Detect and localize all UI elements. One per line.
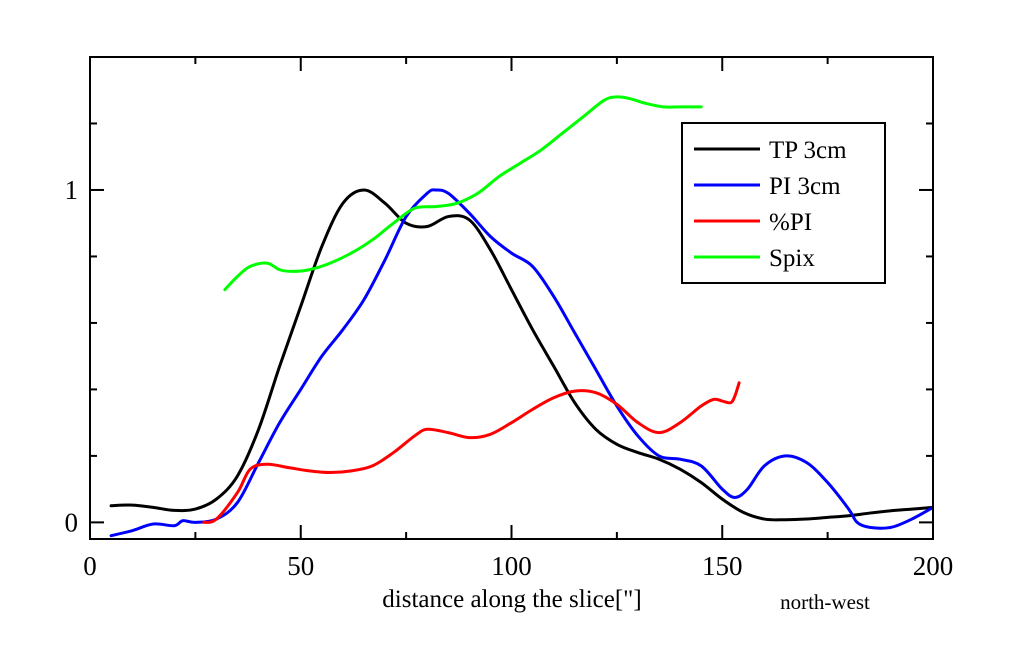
series-line-tp-3cm (109, 188, 933, 522)
series-line-pi (202, 381, 741, 524)
series-line-spix (223, 95, 703, 292)
legend-items: TP 3cm PI 3cm %PI Spix (694, 137, 847, 272)
legend: TP 3cm PI 3cm %PI Spix (681, 122, 886, 284)
series-line-pi-3cm (109, 188, 933, 538)
y-tick-label: 1 (65, 175, 79, 205)
series-layer (109, 95, 933, 538)
legend-label: TP 3cm (769, 137, 847, 164)
north-west-annotation: north-west (780, 590, 870, 614)
x-tick-label: 50 (287, 551, 314, 581)
x-tick-label: 100 (491, 551, 532, 581)
tick-label-layer: 0 50 100 150 200 0 1 (65, 175, 954, 581)
y-tick-label: 0 (65, 507, 79, 537)
tick-layer (89, 57, 934, 539)
x-tick-label: 200 (913, 551, 954, 581)
legend-label: PI 3cm (769, 173, 841, 200)
x-tick-label: 0 (83, 551, 97, 581)
x-axis-title: distance along the slice["] (382, 586, 641, 613)
x-tick-label: 150 (702, 551, 743, 581)
legend-label: %PI (769, 209, 812, 236)
legend-label: Spix (769, 245, 815, 272)
